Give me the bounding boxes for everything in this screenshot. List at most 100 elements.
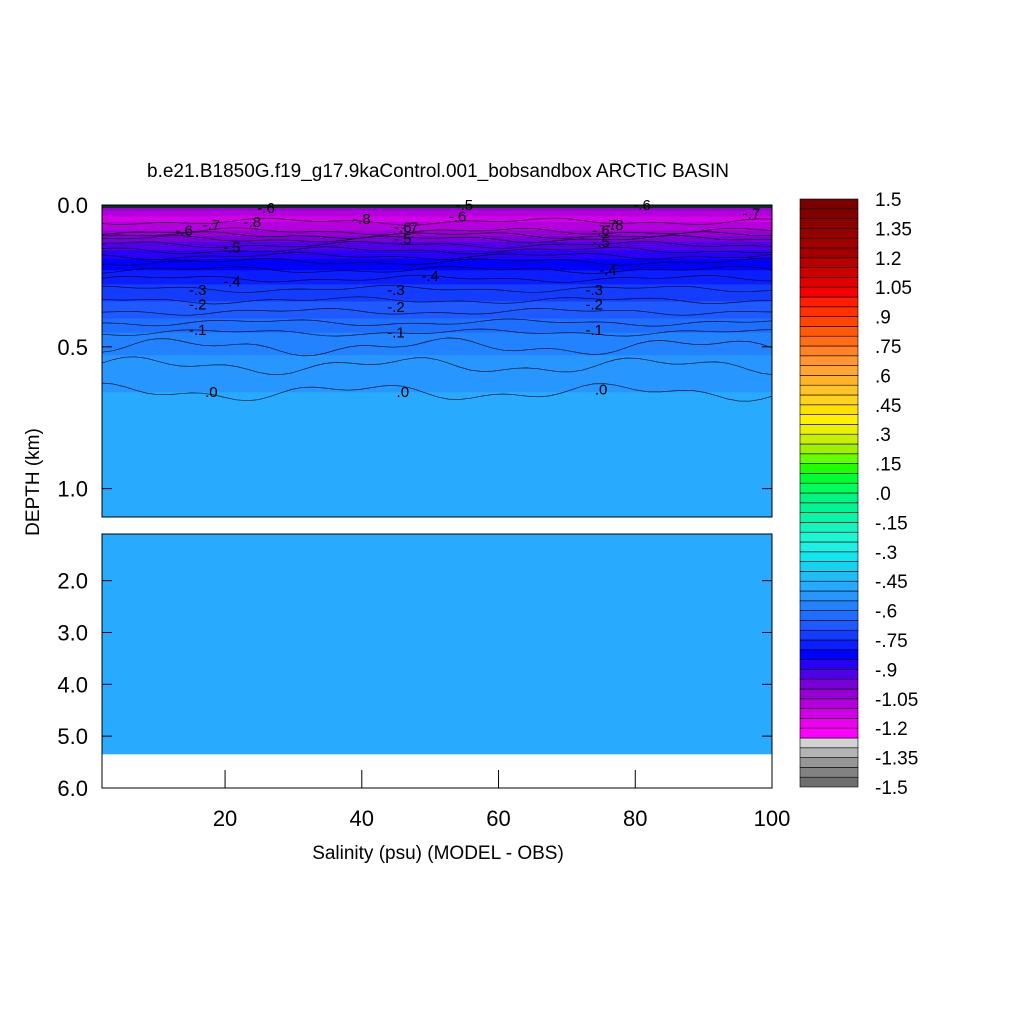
contour-line bbox=[102, 217, 772, 226]
contour-label: -.1 bbox=[585, 322, 603, 339]
colorbar-box bbox=[799, 620, 859, 631]
contour-line bbox=[102, 227, 772, 236]
fill-band bbox=[102, 446, 772, 450]
colorbar-label: -.15 bbox=[875, 513, 908, 534]
fill-band bbox=[102, 465, 772, 470]
contour-label: -.4 bbox=[599, 262, 617, 279]
fill-band bbox=[102, 463, 772, 467]
contour-label: -.6 bbox=[449, 208, 467, 225]
fill-band bbox=[102, 403, 772, 407]
fill-band bbox=[102, 321, 772, 325]
contour-label: -.7 bbox=[203, 217, 221, 234]
fill-band bbox=[102, 511, 772, 515]
fill-band bbox=[102, 448, 772, 453]
fill-band bbox=[102, 349, 772, 354]
contour-label: -.2 bbox=[387, 299, 405, 316]
lower-panel-fill bbox=[102, 534, 772, 755]
fill-band bbox=[102, 352, 772, 356]
fill-band bbox=[102, 443, 772, 447]
colorbar-box bbox=[799, 345, 859, 357]
y-tick-label: 5.0 bbox=[57, 724, 88, 749]
fill-band bbox=[102, 326, 772, 331]
x-axis-label: Salinity (psu) (MODEL - OBS) bbox=[312, 843, 564, 864]
fill-band bbox=[102, 409, 772, 413]
fill-band bbox=[102, 414, 772, 419]
contour-line bbox=[102, 252, 772, 260]
fill-band bbox=[102, 315, 772, 320]
colorbar-box bbox=[799, 708, 859, 719]
colorbar-box bbox=[799, 208, 859, 219]
contour-label: -.7 bbox=[599, 217, 617, 234]
contour-label: -.4 bbox=[223, 274, 241, 291]
colorbar-label: .0 bbox=[875, 484, 891, 505]
contour-label: -.7 bbox=[743, 206, 761, 223]
fill-band bbox=[102, 454, 772, 459]
contour-label: -.8 bbox=[606, 217, 624, 234]
colorbar-label: -1.2 bbox=[875, 719, 908, 740]
chart-title: b.e21.B1850G.f19_g17.9kaControl.001_bobs… bbox=[147, 161, 729, 182]
colorbar-box bbox=[799, 639, 859, 651]
fill-band bbox=[102, 423, 772, 427]
fill-band bbox=[102, 412, 772, 416]
fill-band bbox=[102, 290, 772, 294]
colorbar-label: .75 bbox=[875, 337, 901, 358]
colorbar-box bbox=[799, 335, 859, 347]
fill-band bbox=[102, 324, 772, 328]
fill-band bbox=[102, 258, 772, 263]
fill-band bbox=[102, 335, 772, 339]
contour-label: -.1 bbox=[189, 322, 207, 339]
fill-band bbox=[102, 451, 772, 456]
contour-line bbox=[102, 235, 772, 243]
colorbar-box bbox=[799, 541, 859, 553]
fill-band bbox=[102, 287, 772, 291]
contour-line bbox=[102, 246, 772, 255]
fill-band bbox=[102, 307, 772, 311]
fill-band bbox=[102, 281, 772, 286]
fill-band bbox=[102, 253, 772, 257]
colorbar-box bbox=[799, 296, 859, 308]
x-axis: 20 40 60 80 100 bbox=[213, 770, 791, 831]
lower-panel: 2.0 3.0 4.0 5.0 6.0 20 40 60 80 100 bbox=[57, 533, 791, 831]
surface-band bbox=[102, 205, 772, 208]
colorbar-box bbox=[799, 571, 859, 582]
fill-band bbox=[102, 278, 772, 283]
colorbar-box bbox=[799, 326, 859, 337]
colorbar-box bbox=[799, 776, 859, 788]
fill-band bbox=[102, 400, 772, 405]
fill-band bbox=[102, 434, 772, 439]
fill-band bbox=[102, 468, 772, 473]
contour-label: -.5 bbox=[223, 240, 241, 257]
fill-band bbox=[102, 216, 772, 220]
fill-band bbox=[102, 494, 772, 498]
x-tick-label: 80 bbox=[623, 806, 647, 831]
colorbar-box bbox=[799, 463, 859, 474]
x-tick-label: 100 bbox=[754, 806, 791, 831]
y-axis-label: DEPTH (km) bbox=[23, 428, 44, 536]
contour-label: -.6 bbox=[257, 200, 275, 217]
colorbar-box bbox=[799, 649, 859, 660]
fill-band bbox=[102, 380, 772, 385]
contour-label: -.1 bbox=[387, 325, 405, 342]
contour-label: .0 bbox=[205, 384, 218, 401]
colorbar-box bbox=[799, 306, 859, 317]
fill-band bbox=[102, 477, 772, 481]
fill-band bbox=[102, 338, 772, 342]
fill-band bbox=[102, 369, 772, 373]
contour-label: -.6 bbox=[394, 220, 412, 237]
y-tick-label: 6.0 bbox=[57, 776, 88, 801]
fill-band bbox=[102, 482, 772, 487]
contour-label: -.6 bbox=[592, 223, 610, 240]
upper-panel-fill bbox=[102, 205, 772, 517]
contour-line bbox=[102, 308, 772, 316]
colorbar-box bbox=[799, 522, 859, 533]
contour-labels: -.7-.6-.8-.6-.5-.4-.3-.2-.1.0-.8-.6-.7-.… bbox=[175, 197, 760, 401]
colorbar-box bbox=[799, 267, 859, 278]
fill-band bbox=[102, 497, 772, 501]
colorbar-box bbox=[799, 512, 859, 523]
colorbar-box bbox=[799, 669, 859, 680]
fill-band bbox=[102, 261, 772, 266]
colorbar-box bbox=[799, 688, 859, 700]
fill-band bbox=[102, 514, 772, 517]
fill-band bbox=[102, 460, 772, 464]
contour-line bbox=[102, 337, 772, 357]
